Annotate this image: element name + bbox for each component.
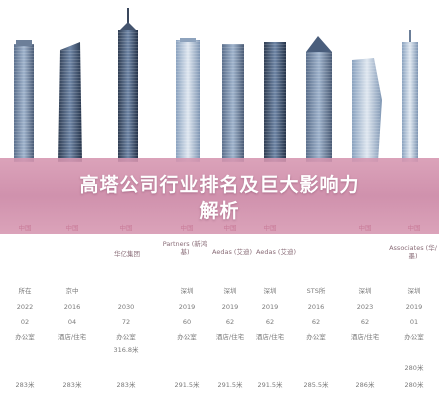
cell-location-1: 所在 (18, 287, 32, 295)
cell-location-8: 深圳 (358, 287, 372, 295)
skyline-illustration (0, 0, 439, 162)
cell-country-8: 中国 (358, 224, 372, 232)
cell-year-3: 2030 (117, 303, 135, 311)
cell-location-4: 深圳 (180, 287, 194, 295)
cell-base-8: 286米 (355, 381, 375, 389)
tower-1 (14, 40, 34, 162)
cell-base-6: 291.5米 (257, 381, 283, 389)
cell-floors-9: 01 (409, 318, 419, 326)
cell-country-1: 中国 (18, 224, 32, 232)
cell-country-2: 中国 (65, 224, 79, 232)
cell-owner-6: Aedas (艾迪) (256, 248, 296, 256)
cell-year-1: 2022 (16, 303, 34, 311)
tower-8 (352, 58, 382, 162)
cell-floors-6: 62 (265, 318, 275, 326)
cell-use-4: 办公室 (177, 333, 197, 341)
cell-owner-9: Associates (华/墨) (389, 244, 437, 260)
tower-skyline (14, 8, 418, 162)
cell-base-4: 291.5米 (174, 381, 200, 389)
cell-country-4: 中国 (180, 224, 194, 232)
cell-base-2: 283米 (62, 381, 82, 389)
tower-5 (222, 44, 244, 162)
cell-floors-3: 72 (121, 318, 131, 326)
cell-floors-1: 02 (20, 318, 30, 326)
tower-7 (306, 36, 332, 162)
cell-use-3: 办公室 (116, 333, 136, 341)
cell-height-9: 280米 (404, 364, 424, 372)
cell-country-6: 中国 (263, 224, 277, 232)
cell-year-4: 2019 (178, 303, 196, 311)
cell-height-3: 316.8米 (113, 346, 139, 354)
cell-year-8: 2023 (356, 303, 374, 311)
cell-location-9: 深圳 (407, 287, 421, 295)
cell-floors-5: 62 (225, 318, 235, 326)
cell-year-7: 2016 (307, 303, 325, 311)
title-banner (0, 158, 439, 234)
cell-use-9: 办公室 (404, 333, 424, 341)
cell-owner-5: Aedas (艾迪) (212, 248, 252, 256)
cell-floors-8: 62 (360, 318, 370, 326)
cell-use-6: 酒店/住宅 (255, 333, 285, 341)
cell-use-1: 办公室 (15, 333, 35, 341)
tower-3 (118, 8, 138, 162)
headline: 高塔公司行业排名及巨大影响力 解析 (0, 172, 439, 224)
cell-use-5: 酒店/住宅 (215, 333, 245, 341)
cell-floors-2: 04 (67, 318, 77, 326)
cell-base-9: 280米 (404, 381, 424, 389)
cell-year-9: 2019 (405, 303, 423, 311)
cell-base-3: 283米 (116, 381, 136, 389)
headline-line-1: 高塔公司行业排名及巨大影响力 (79, 174, 360, 196)
tower-4 (176, 38, 200, 162)
cell-country-5: 中国 (223, 224, 237, 232)
cell-location-6: 深圳 (263, 287, 277, 295)
cell-owner-4: Partners (新鸿基) (162, 240, 208, 256)
cell-base-1: 283米 (15, 381, 35, 389)
cell-use-7: 办公室 (306, 333, 326, 341)
cell-owner-3: 华亿集团 (114, 250, 140, 258)
cell-base-7: 285.5米 (303, 381, 329, 389)
tower-2 (58, 42, 82, 162)
cell-use-8: 酒店/住宅 (350, 333, 380, 341)
cell-year-6: 2019 (261, 303, 279, 311)
cell-base-5: 291.5米 (217, 381, 243, 389)
cell-year-5: 2019 (221, 303, 239, 311)
tower-9 (402, 30, 418, 162)
cell-year-2: 2016 (63, 303, 81, 311)
cell-country-9: 中国 (407, 224, 421, 232)
cell-use-2: 酒店/住宅 (57, 333, 87, 341)
cell-floors-4: 60 (182, 318, 192, 326)
tower-6 (264, 42, 286, 162)
cell-country-3: 中国 (119, 224, 133, 232)
headline-line-2: 解析 (199, 200, 240, 222)
cell-location-5: 深圳 (223, 287, 237, 295)
cell-floors-7: 62 (311, 318, 321, 326)
cell-location-2: 京中 (65, 287, 79, 295)
cell-location-7: STS所 (306, 287, 326, 295)
